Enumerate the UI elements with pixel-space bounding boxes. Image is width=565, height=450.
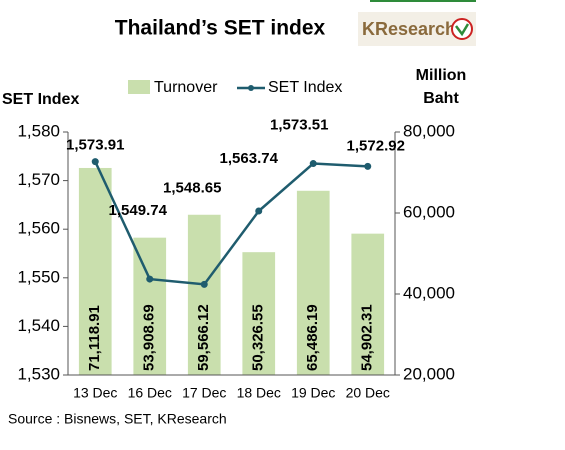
bar — [242, 252, 276, 375]
bar-value-label: 71,118.91 — [86, 305, 103, 371]
bar — [133, 237, 167, 375]
bar-value-label: 59,566.12 — [195, 304, 212, 371]
line-point — [364, 162, 372, 170]
bar — [78, 167, 112, 375]
line-point — [146, 275, 154, 283]
y2-tick-label: 60,000 — [403, 202, 455, 221]
bar — [296, 190, 330, 375]
bar — [187, 214, 221, 375]
logo-text: KResearch — [362, 19, 456, 39]
line-value-label: 1,548.65 — [163, 179, 221, 196]
line-value-label: 1,549.74 — [109, 202, 168, 219]
line-value-label: 1,572.92 — [347, 137, 405, 154]
x-tick-label: 20 Dec — [346, 385, 390, 401]
bar-value-label: 65,486.19 — [304, 304, 321, 371]
bar-value-label: 54,902.31 — [359, 304, 376, 371]
logo-icon-mark — [455, 23, 470, 37]
line-point — [200, 280, 208, 288]
line — [94, 161, 368, 286]
y-tick-label: 1,540 — [17, 316, 60, 335]
chart-title: Thailand’s SET index — [115, 17, 326, 40]
x-tick-label: 16 Dec — [128, 385, 172, 401]
line-value-label: 1,563.74 — [220, 150, 279, 167]
y2-tick-label: 80,000 — [403, 121, 455, 140]
line-value-label: 1,573.91 — [66, 137, 124, 154]
legend-label: Turnover — [154, 79, 218, 96]
x-tick-label: 18 Dec — [237, 385, 281, 401]
x-tick-label: 17 Dec — [182, 385, 226, 401]
x-tick-label: 19 Dec — [291, 385, 335, 401]
line-point — [309, 160, 317, 168]
y-axis-label: SET Index — [2, 91, 79, 108]
y-tick-label: 1,530 — [17, 364, 60, 383]
line-point — [255, 207, 263, 215]
y2-axis-label: Million — [416, 67, 467, 84]
y2-tick-label: 20,000 — [403, 364, 455, 383]
source-note: Source : Bisnews, SET, KResearch — [8, 411, 227, 427]
legend-swatch — [128, 80, 150, 94]
bar-value-label: 53,908.69 — [141, 304, 158, 371]
legend-swatch — [248, 85, 254, 91]
y-tick-label: 1,550 — [17, 267, 60, 286]
y2-axis-label: Baht — [423, 90, 459, 107]
bar — [351, 233, 385, 375]
legend-label: SET Index — [268, 79, 342, 96]
bar-value-label: 50,326.55 — [250, 304, 267, 371]
x-tick-label: 13 Dec — [73, 385, 117, 401]
y-tick-label: 1,570 — [17, 170, 60, 189]
line-value-label: 1,573.51 — [270, 117, 328, 134]
y-tick-label: 1,580 — [17, 121, 60, 140]
y2-tick-label: 40,000 — [403, 283, 455, 302]
line-point — [91, 158, 99, 166]
y-tick-label: 1,560 — [17, 219, 60, 238]
